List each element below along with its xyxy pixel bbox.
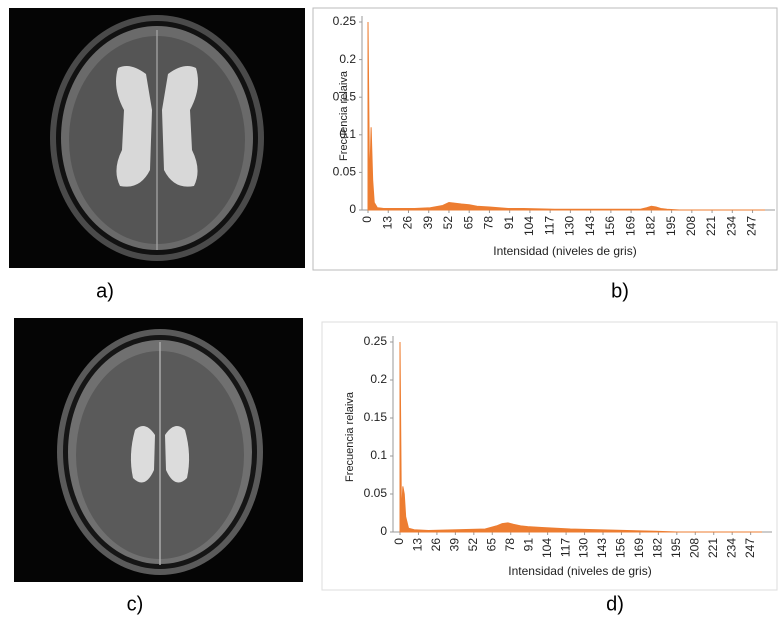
x-tick-label: 104: [522, 216, 536, 236]
panel-label: c): [127, 593, 144, 615]
y-tick-label: 0.15: [364, 410, 388, 424]
x-tick-label: 169: [623, 216, 637, 236]
x-tick-label: 143: [583, 216, 597, 236]
x-tick-label: 117: [542, 216, 556, 235]
x-tick-label: 91: [521, 538, 535, 552]
x-tick-label: 13: [411, 538, 425, 552]
x-tick-label: 208: [687, 538, 701, 558]
panel-label: d): [606, 593, 624, 615]
x-tick-label: 195: [664, 216, 678, 236]
chart-frame: [312, 7, 778, 271]
y-axis-label: Frecuencia relaiva: [338, 70, 350, 161]
x-tick-label: 221: [706, 538, 720, 558]
x-tick-label: 221: [704, 216, 718, 236]
x-axis-label: Intensidad (niveles de gris): [508, 564, 651, 578]
panel-label: a): [96, 280, 114, 302]
y-tick-label: 0: [380, 524, 387, 538]
x-tick-label: 39: [421, 216, 435, 230]
y-tick-label: 0.25: [364, 334, 388, 348]
x-tick-label: 0: [392, 538, 406, 545]
mri-image-c: [14, 318, 303, 582]
mri-image-a: [9, 8, 305, 268]
x-tick-label: 52: [466, 538, 480, 552]
x-tick-label: 130: [577, 538, 591, 558]
x-tick-label: 156: [603, 216, 617, 236]
x-tick-label: 52: [441, 216, 455, 230]
y-tick-label: 0.1: [370, 448, 387, 462]
x-tick-label: 65: [461, 216, 475, 230]
x-tick-label: 195: [669, 538, 683, 558]
x-tick-label: 208: [684, 216, 698, 236]
x-tick-label: 91: [502, 216, 516, 230]
y-tick-label: 0.05: [364, 486, 388, 500]
x-tick-label: 182: [651, 538, 665, 558]
x-tick-label: 65: [484, 538, 498, 552]
y-axis-label: Frecuencia relaiva: [344, 391, 356, 482]
y-tick-label: 0: [349, 202, 356, 216]
x-tick-label: 104: [540, 538, 554, 558]
x-tick-label: 39: [448, 538, 462, 552]
x-tick-label: 143: [595, 538, 609, 558]
x-tick-label: 0: [360, 216, 374, 223]
x-tick-label: 78: [482, 216, 496, 230]
x-tick-label: 156: [614, 538, 628, 558]
y-tick-label: 0.2: [370, 372, 387, 386]
x-tick-label: 117: [558, 538, 572, 557]
y-tick-label: 0.25: [333, 14, 357, 28]
x-tick-label: 26: [401, 216, 415, 230]
panel-label: b): [611, 280, 629, 302]
y-tick-label: 0.1: [339, 127, 356, 141]
x-tick-label: 247: [743, 538, 757, 558]
x-tick-label: 130: [563, 216, 577, 236]
x-tick-label: 13: [380, 216, 394, 230]
histogram-area: [399, 341, 762, 533]
x-tick-label: 234: [724, 216, 738, 236]
x-tick-label: 234: [724, 538, 738, 558]
x-tick-label: 169: [632, 538, 646, 558]
x-tick-label: 247: [745, 216, 759, 236]
y-tick-label: 0.15: [333, 89, 357, 103]
y-tick-label: 0.2: [339, 52, 356, 66]
x-axis-label: Intensidad (niveles de gris): [493, 244, 636, 258]
histogram-area: [367, 21, 765, 211]
x-tick-label: 182: [644, 216, 658, 236]
x-tick-label: 26: [429, 538, 443, 552]
chart-frame: [321, 321, 778, 591]
x-tick-label: 78: [503, 538, 517, 552]
y-tick-label: 0.05: [333, 165, 357, 179]
